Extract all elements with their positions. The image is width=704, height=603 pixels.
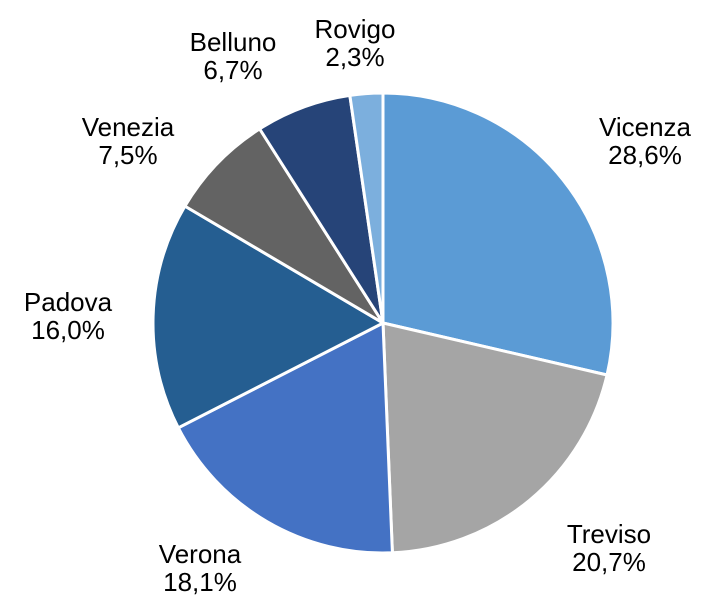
pie-slice: [176, 321, 394, 555]
pie-slice: [151, 204, 385, 430]
slice-label: Verona: [159, 539, 242, 569]
slice-label: Treviso: [567, 519, 651, 549]
slice-label: Venezia: [82, 112, 175, 142]
slice-value-label: 7,5%: [98, 140, 157, 170]
pie-slice: [348, 91, 385, 325]
slice-label: Rovigo: [315, 14, 396, 44]
slice-value-label: 18,1%: [163, 567, 237, 597]
pie-slice: [183, 127, 385, 325]
slice-label: Vicenza: [599, 112, 692, 142]
slice-label: Padova: [24, 287, 113, 317]
pie-slice: [381, 321, 609, 555]
slice-label: Belluno: [190, 27, 277, 57]
pie-slice: [381, 91, 615, 377]
slice-value-label: 20,7%: [572, 547, 646, 577]
slice-value-label: 6,7%: [203, 55, 262, 85]
slice-value-label: 2,3%: [325, 42, 384, 72]
slice-value-label: 16,0%: [31, 315, 105, 345]
slice-value-label: 28,6%: [608, 140, 682, 170]
